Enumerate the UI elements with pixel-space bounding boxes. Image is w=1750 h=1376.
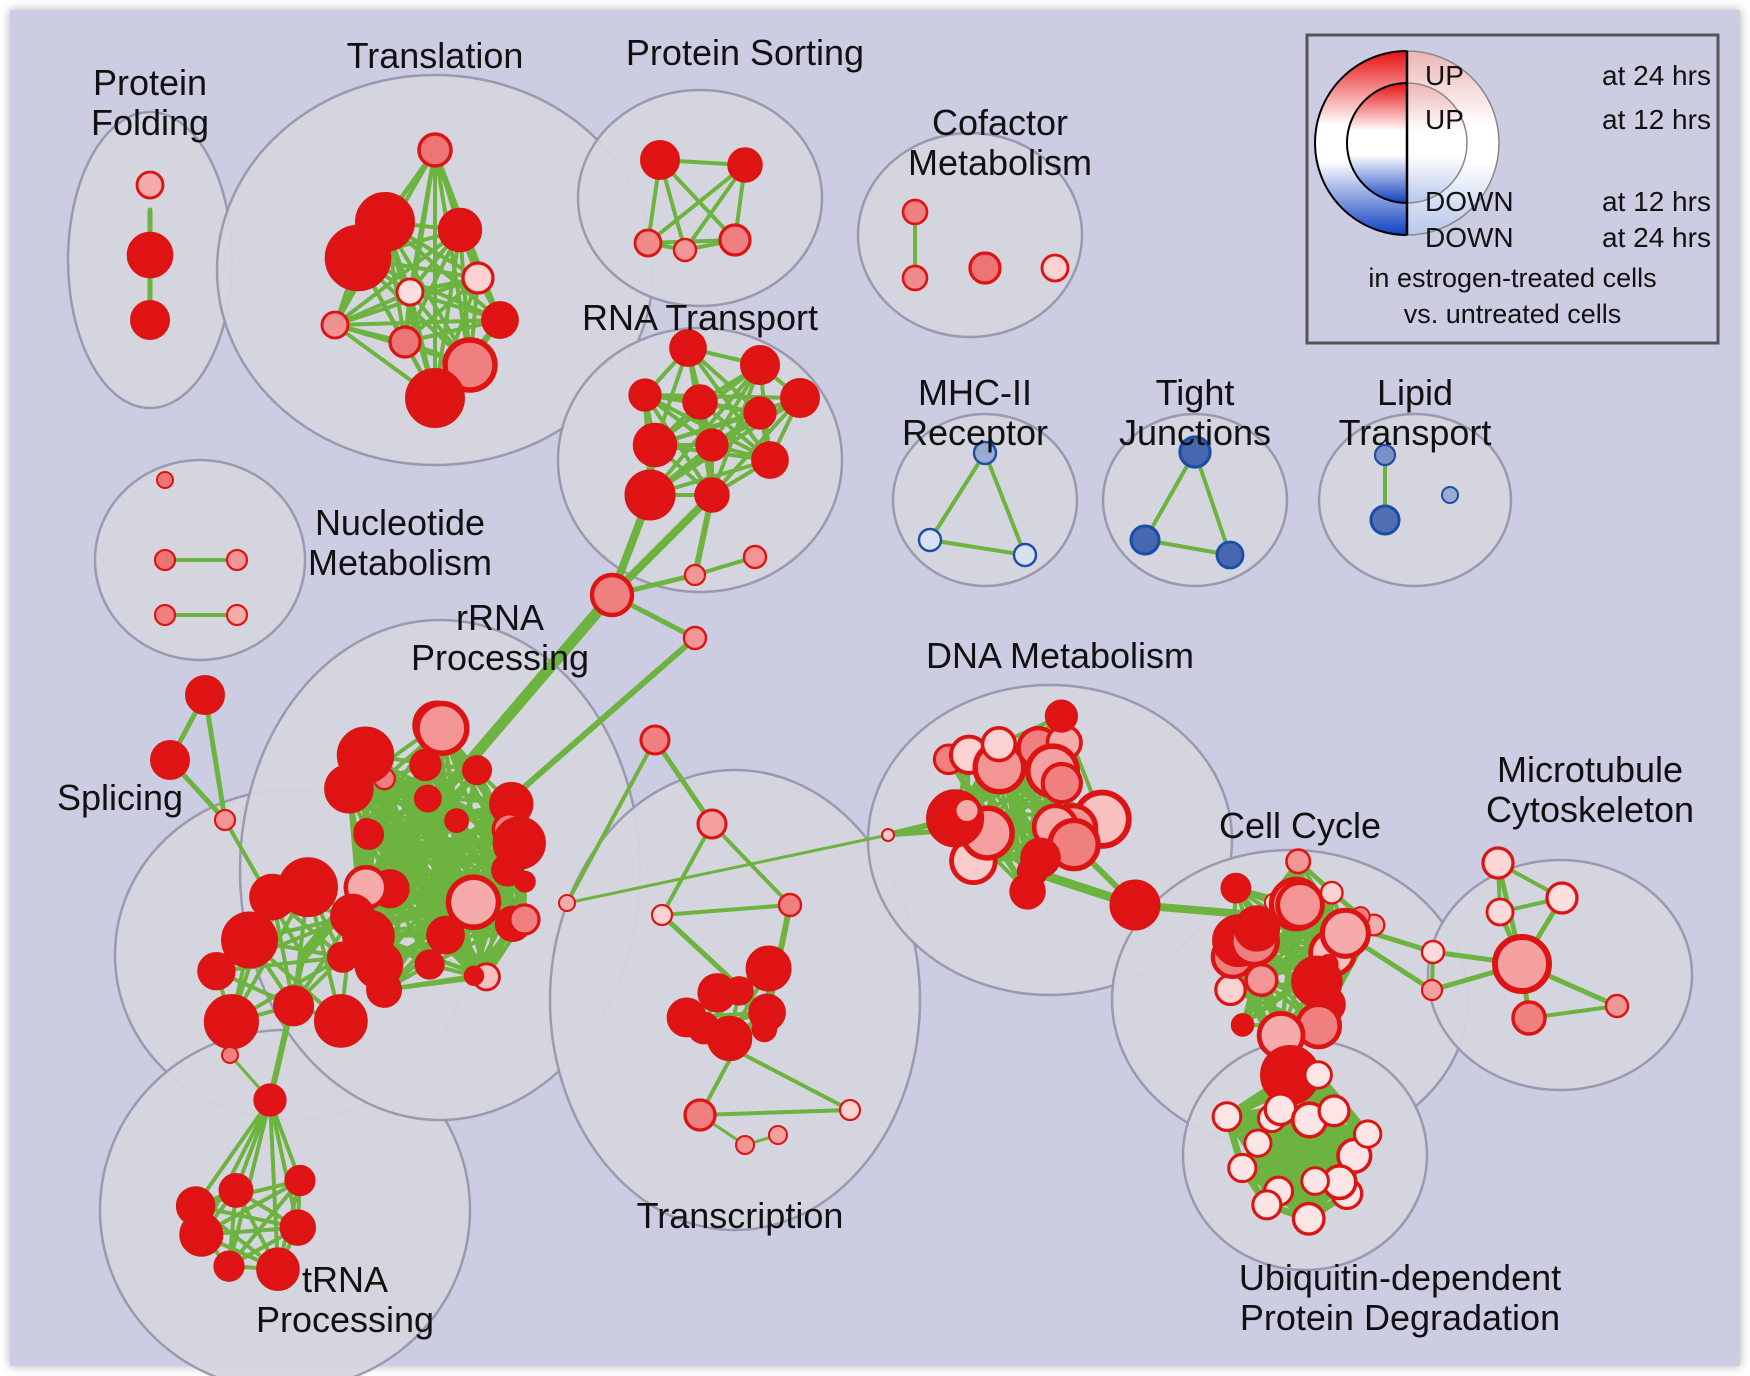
svg-text:UP: UP [1425, 60, 1464, 91]
svg-text:DOWN: DOWN [1425, 186, 1514, 217]
svg-text:Cell Cycle: Cell Cycle [1219, 805, 1381, 846]
svg-text:at 12 hrs: at 12 hrs [1602, 186, 1711, 217]
svg-text:Splicing: Splicing [57, 777, 183, 818]
svg-text:RNA Transport: RNA Transport [582, 297, 818, 338]
svg-text:Transcription: Transcription [637, 1195, 844, 1236]
svg-text:at 24 hrs: at 24 hrs [1602, 222, 1711, 253]
svg-text:UP: UP [1425, 104, 1464, 135]
svg-text:DNA Metabolism: DNA Metabolism [926, 635, 1194, 676]
svg-text:Translation: Translation [347, 35, 524, 76]
svg-text:DOWN: DOWN [1425, 222, 1514, 253]
svg-text:at 24 hrs: at 24 hrs [1602, 60, 1711, 91]
svg-text:vs. untreated cells: vs. untreated cells [1404, 299, 1622, 329]
svg-text:Protein Sorting: Protein Sorting [626, 32, 864, 73]
svg-text:in estrogen-treated cells: in estrogen-treated cells [1368, 263, 1656, 293]
svg-text:at 12 hrs: at 12 hrs [1602, 104, 1711, 135]
